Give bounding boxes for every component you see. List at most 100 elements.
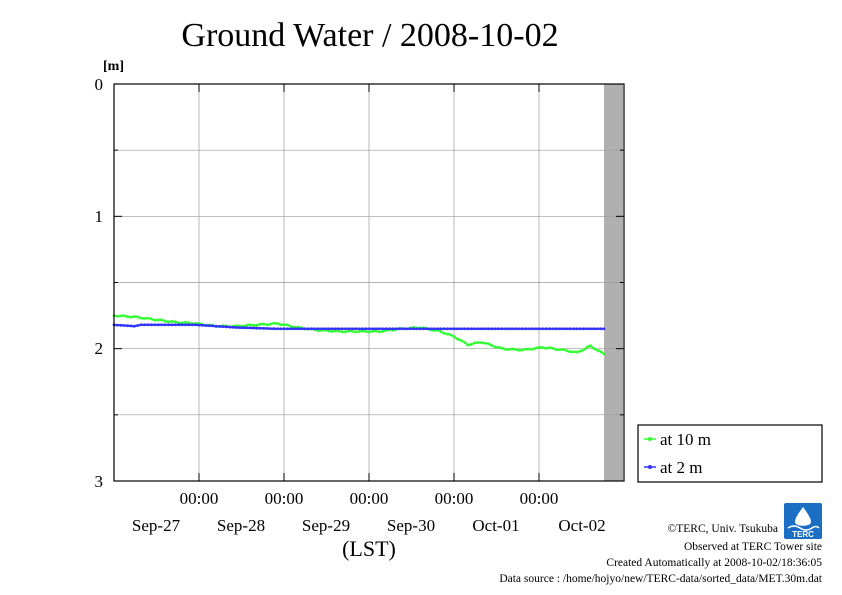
data-point [558, 348, 562, 352]
data-point [272, 321, 276, 325]
data-point [585, 327, 589, 331]
data-point [486, 342, 490, 346]
data-point [490, 344, 494, 347]
x-axis-label: (LST) [342, 536, 396, 561]
data-point [480, 341, 483, 344]
data-point [544, 346, 548, 350]
data-point [303, 327, 306, 331]
data-point [469, 342, 473, 346]
data-point [262, 322, 266, 326]
data-point [558, 327, 562, 331]
credit-observed: Observed at TERC Tower site [684, 541, 822, 553]
data-point [361, 327, 364, 331]
data-point [347, 327, 351, 331]
data-point [299, 327, 303, 331]
data-point [282, 327, 286, 331]
data-point [463, 327, 466, 331]
data-point [180, 323, 184, 327]
data-point [534, 327, 538, 331]
legend: at 10 m at 2 m [637, 424, 823, 483]
x-date-label: Sep-29 [302, 516, 350, 535]
data-point [575, 350, 579, 354]
data-point [330, 330, 334, 333]
series-line-at-10-m [113, 314, 605, 355]
data-point [116, 314, 119, 318]
data-point [493, 345, 497, 349]
data-point [561, 327, 565, 331]
data-point [119, 314, 123, 318]
data-point [252, 324, 255, 327]
data-point [592, 347, 596, 350]
data-point [286, 323, 289, 327]
data-point [388, 327, 391, 331]
data-point [408, 327, 412, 331]
data-point [514, 347, 517, 351]
data-point [531, 347, 534, 351]
data-point [279, 323, 283, 327]
data-point [537, 345, 541, 349]
credits: ©TERC, Univ. Tsukuba Observed at TERC To… [499, 523, 822, 585]
data-point [354, 330, 357, 334]
data-point [367, 327, 371, 331]
data-point [313, 327, 317, 331]
data-point [374, 327, 378, 331]
data-point [398, 327, 402, 331]
data-point [439, 327, 443, 331]
data-point [252, 326, 255, 330]
data-point [534, 346, 538, 350]
data-point [551, 347, 555, 350]
data-point [439, 330, 443, 333]
data-point [429, 327, 432, 331]
data-point [160, 318, 164, 322]
data-point [412, 327, 415, 331]
data-point [520, 327, 524, 331]
data-point [415, 327, 419, 331]
data-point [146, 323, 150, 327]
data-point [170, 323, 174, 327]
data-point [337, 329, 340, 333]
data-point [452, 335, 456, 339]
data-point [466, 327, 470, 331]
data-point [292, 327, 296, 331]
legend-label-2m: at 2 m [660, 458, 703, 477]
data-point [238, 326, 242, 329]
data-point [442, 331, 446, 335]
data-point [340, 327, 344, 331]
data-point [207, 324, 211, 328]
data-point [327, 327, 330, 331]
data-point [432, 327, 436, 331]
data-point [350, 329, 354, 333]
data-point [194, 323, 198, 327]
data-point [582, 348, 585, 352]
y-tick-label: 2 [95, 339, 104, 358]
data-point [493, 327, 497, 331]
data-point [333, 329, 337, 333]
x-date-label: Oct-01 [472, 516, 519, 535]
data-point [503, 347, 507, 351]
x-time-label: 00:00 [180, 489, 219, 508]
data-point [582, 327, 585, 331]
ticks [114, 83, 624, 482]
data-point [122, 324, 126, 327]
data-point [405, 327, 408, 331]
data-point [211, 324, 215, 328]
data-point [595, 327, 599, 331]
data-point [296, 327, 300, 331]
data-point [150, 317, 153, 321]
y-tick-labels: 0 1 2 3 [95, 75, 104, 491]
data-point [507, 327, 511, 331]
data-point [602, 352, 606, 356]
data-point [129, 324, 133, 328]
data-point [221, 325, 225, 328]
data-point [344, 330, 347, 334]
data-point [153, 323, 157, 327]
data-point [364, 330, 368, 333]
data-point [347, 329, 351, 333]
data-point [537, 327, 541, 331]
data-point [364, 327, 368, 331]
legend-marker-10m [648, 437, 652, 441]
data-point [150, 323, 153, 327]
data-point [310, 327, 313, 331]
data-point [572, 350, 575, 354]
data-point [578, 349, 582, 353]
